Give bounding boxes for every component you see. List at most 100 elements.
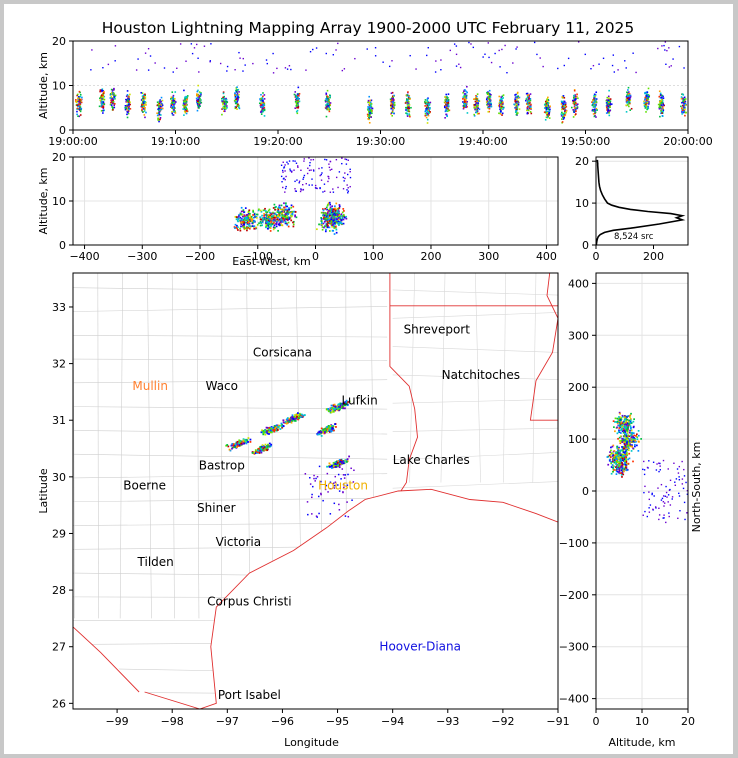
time-altitude-source-point [486,93,489,96]
east-west-source-point [290,206,293,209]
map-source-point [267,428,270,431]
east-west-source-point [279,221,282,224]
time-altitude-source-point [464,102,467,105]
east-west-source-point [265,211,267,214]
north-south-source-point [624,440,627,443]
time-altitude-source-point [98,105,101,108]
east-west-source-point [280,211,282,214]
map-source-point [322,430,325,433]
east-west-xtick-label: 0 [312,250,319,263]
time-altitude-source-point [198,96,200,98]
map-source-point [342,407,345,410]
time-altitude-source-point [525,92,528,95]
time-altitude-source-point [474,100,477,103]
east-west-sparse-point [284,178,286,181]
time-altitude-source-point [465,104,468,107]
east-west-source-point [246,229,248,232]
time-altitude-source-point [528,103,531,106]
map-sparse-point [318,512,320,515]
time-altitude-sparse-point [226,70,228,72]
time-altitude-source-point [463,101,466,103]
time-altitude-sparse-point [210,43,212,45]
time-altitude-source-point [473,113,475,116]
time-altitude-source-point [329,104,331,107]
north-south-source-point [619,422,621,425]
east-west-source-point [333,208,335,211]
time-altitude-source-point [647,106,649,108]
north-south-source-point [630,436,633,439]
time-altitude-sparse-point [276,67,278,70]
time-altitude-source-point [407,98,410,101]
time-altitude-source-point [324,100,327,103]
time-altitude-source-point [125,95,128,97]
time-altitude-source-point [486,92,488,94]
map-source-point [337,406,340,408]
time-altitude-source-point [410,106,412,109]
north-south-source-point [624,426,627,429]
east-west-source-point [240,221,243,224]
time-altitude-source-point [572,116,575,118]
altitude-histogram-source-count: 8,524 src [614,232,654,242]
time-altitude-source-point [594,106,597,108]
time-altitude-source-point [662,102,664,105]
east-west-source-point [339,221,342,223]
east-west-source-point [264,207,266,210]
time-altitude-source-point [608,112,610,114]
east-west-sparse-point [342,176,345,179]
time-altitude-source-point [113,106,116,109]
time-altitude-source-point [682,110,685,113]
time-altitude-source-point [609,100,612,102]
time-altitude-source-point [75,101,78,103]
time-altitude-source-point [237,95,239,98]
time-altitude-source-point [477,102,479,104]
time-altitude-source-point [222,106,224,109]
east-west-source-point [267,224,269,227]
time-altitude-source-point [627,86,630,89]
map-xtick-label: −95 [326,715,349,728]
time-altitude-source-point [547,98,549,101]
north-south-source-point [619,426,622,429]
time-altitude-source-point [446,97,448,100]
time-altitude-source-point [548,110,551,112]
time-altitude-source-point [126,113,128,116]
east-west-source-point [247,219,249,221]
time-altitude-source-point [328,106,330,109]
time-altitude-source-point [530,107,532,110]
east-west-sparse-point [288,160,291,162]
map-source-point [297,418,299,420]
time-altitude-source-point [145,111,147,114]
time-altitude-source-point [110,99,112,101]
east-west-source-point [337,222,340,225]
east-west-sparse-point [286,161,288,163]
east-west-source-point [333,212,336,215]
time-altitude-source-point [485,98,488,101]
time-altitude-source-point [561,105,564,108]
east-west-source-point [276,215,278,218]
east-west-source-point [286,223,289,226]
time-altitude-source-point [427,114,430,117]
map-parish-line [392,452,558,461]
time-altitude-source-point [223,105,226,108]
east-west-source-point [287,221,290,224]
east-west-source-point [325,220,327,222]
east-west-sparse-point [319,174,321,177]
time-altitude-source-point [140,105,143,108]
time-altitude-source-point [78,100,81,103]
east-west-sparse-point [320,179,323,181]
time-altitude-source-point [143,110,146,112]
east-west-source-point [336,218,338,221]
map-sparse-point [333,484,336,487]
time-altitude-sparse-point [672,58,674,60]
time-altitude-source-point [572,109,574,111]
north-south-source-point [629,439,632,442]
time-altitude-source-point [113,87,115,90]
time-altitude-sparse-point [598,63,600,65]
map-source-point [321,430,324,433]
time-altitude-source-point [262,95,264,98]
map-sparse-point [333,487,336,489]
time-altitude-source-point [498,112,500,115]
time-altitude-source-point [99,97,101,100]
time-altitude-source-point [405,100,408,103]
time-altitude-source-point [129,93,131,96]
time-altitude-source-point [660,94,662,96]
